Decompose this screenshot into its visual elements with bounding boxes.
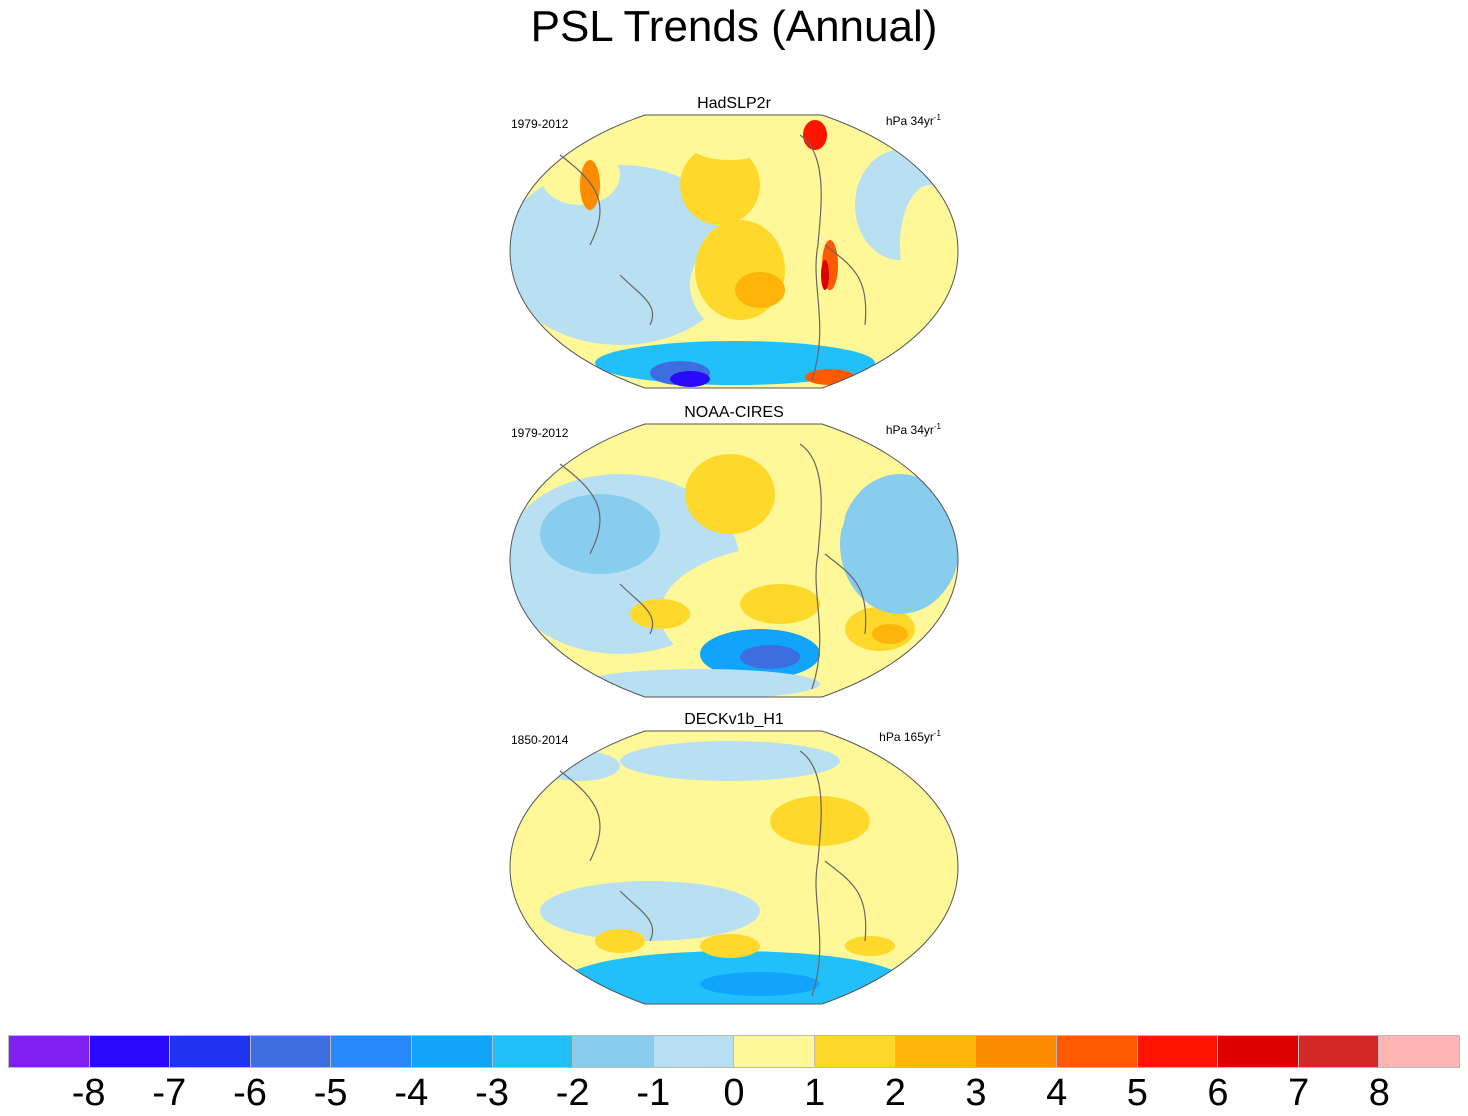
colorbar-box [976, 1036, 1057, 1067]
trend-contour [872, 624, 908, 644]
trend-contour [821, 260, 829, 290]
colorbar-box [412, 1036, 493, 1067]
colorbar-box [895, 1036, 977, 1067]
units-text: hPa 165yr [879, 730, 934, 744]
colorbar-tick-label: -3 [475, 1072, 509, 1114]
trend-contour [540, 494, 660, 574]
colorbar-tick-label: -4 [394, 1072, 429, 1114]
map-outline [509, 114, 959, 389]
panel-hadslp2r: HadSLP2r 1979-2012 hPa 34yr-1 [500, 95, 968, 395]
colorbar-box [734, 1036, 816, 1067]
trend-contour [580, 160, 600, 210]
units-text: hPa 34yr [885, 423, 934, 437]
colorbar-box [815, 1036, 896, 1067]
colorbar-box [89, 1036, 171, 1067]
panel-units: hPa 34yr-1 [886, 422, 941, 437]
trend-contour [700, 934, 760, 958]
map-noaa-cires [509, 423, 959, 698]
colorbar-box [1379, 1036, 1459, 1067]
trend-contour [735, 272, 785, 308]
colorbar-box [1218, 1036, 1299, 1067]
panel-deckv1b-h1: DECKv1b_H1 1850-2014 hPa 165yr-1 [500, 711, 968, 1011]
colorbar [8, 1035, 1460, 1068]
panel-units: hPa 165yr-1 [879, 729, 941, 744]
map-hadslp2r [509, 114, 959, 389]
trend-contour [680, 145, 760, 225]
colorbar-tick-label: 1 [804, 1072, 826, 1114]
map-deckv1b-h1 [509, 730, 959, 1005]
trend-contour [803, 120, 827, 150]
panel-period: 1979-2012 [511, 117, 569, 131]
panel-title: HadSLP2r [697, 95, 771, 112]
trend-contour [630, 599, 690, 629]
colorbar-box [170, 1036, 251, 1067]
colorbar-tick-label: 2 [884, 1072, 906, 1114]
coastline [559, 134, 867, 381]
colorbar-tick-label: 6 [1207, 1072, 1229, 1114]
panel-title: DECKv1b_H1 [684, 711, 784, 728]
colorbar-tick-label: -1 [636, 1072, 671, 1114]
colorbar-box [492, 1036, 574, 1067]
units-exponent: -1 [933, 422, 941, 431]
trend-contour [670, 371, 710, 387]
panel-title: NOAA-CIRES [684, 404, 784, 421]
colorbar-box [573, 1036, 654, 1067]
coastline [559, 750, 867, 997]
colorbar-box [1298, 1036, 1380, 1067]
trend-contour [740, 584, 820, 624]
panel-units: hPa 34yr-1 [886, 113, 941, 128]
trend-contour [685, 454, 775, 534]
colorbar-tick-label: 8 [1368, 1072, 1390, 1114]
units-text: hPa 34yr [885, 114, 934, 128]
trend-contour [770, 796, 870, 846]
trend-contour [690, 130, 770, 160]
colorbar-box [1137, 1036, 1219, 1067]
colorbar-box [250, 1036, 332, 1067]
figure-title: PSL Trends (Annual) [530, 2, 938, 51]
colorbar-tick-label: 3 [965, 1072, 987, 1114]
panel-noaa-cires: NOAA-CIRES 1979-2012 hPa 34yr-1 [500, 404, 968, 704]
colorbar-tick-label: 4 [1046, 1072, 1068, 1114]
colorbar-box [9, 1036, 90, 1067]
colorbar-tick-label: -7 [152, 1072, 187, 1114]
trend-contour [540, 751, 620, 781]
coastline [559, 443, 867, 690]
map-outline [509, 423, 959, 698]
trend-contour [840, 474, 958, 614]
trend-contour [510, 165, 740, 345]
panel-period: 1850-2014 [511, 733, 569, 747]
trend-contour [740, 645, 800, 669]
units-exponent: -1 [933, 113, 941, 122]
colorbar-tick-label: -8 [71, 1072, 106, 1114]
panel-period: 1979-2012 [511, 426, 569, 440]
colorbar-tick-label: -2 [555, 1072, 590, 1114]
colorbar-box [1056, 1036, 1138, 1067]
trend-contour [620, 741, 840, 781]
colorbar-tick-label: -6 [233, 1072, 267, 1114]
trend-contour [540, 145, 620, 205]
map-outline [509, 730, 959, 1005]
colorbar-tick-label: 7 [1288, 1072, 1310, 1114]
colorbar-tick-label: 5 [1126, 1072, 1148, 1114]
colorbar-box [331, 1036, 413, 1067]
units-exponent: -1 [933, 729, 941, 738]
trend-contour [845, 936, 895, 956]
colorbar-box [653, 1036, 735, 1067]
trend-contour [795, 484, 845, 544]
colorbar-tick-label: -5 [313, 1072, 348, 1114]
trend-contour [540, 881, 760, 941]
colorbar-tick-label: 0 [723, 1072, 745, 1114]
trend-contour [580, 669, 820, 697]
trend-contour [700, 972, 820, 996]
trend-contour [595, 929, 645, 953]
trend-contour [900, 185, 958, 305]
